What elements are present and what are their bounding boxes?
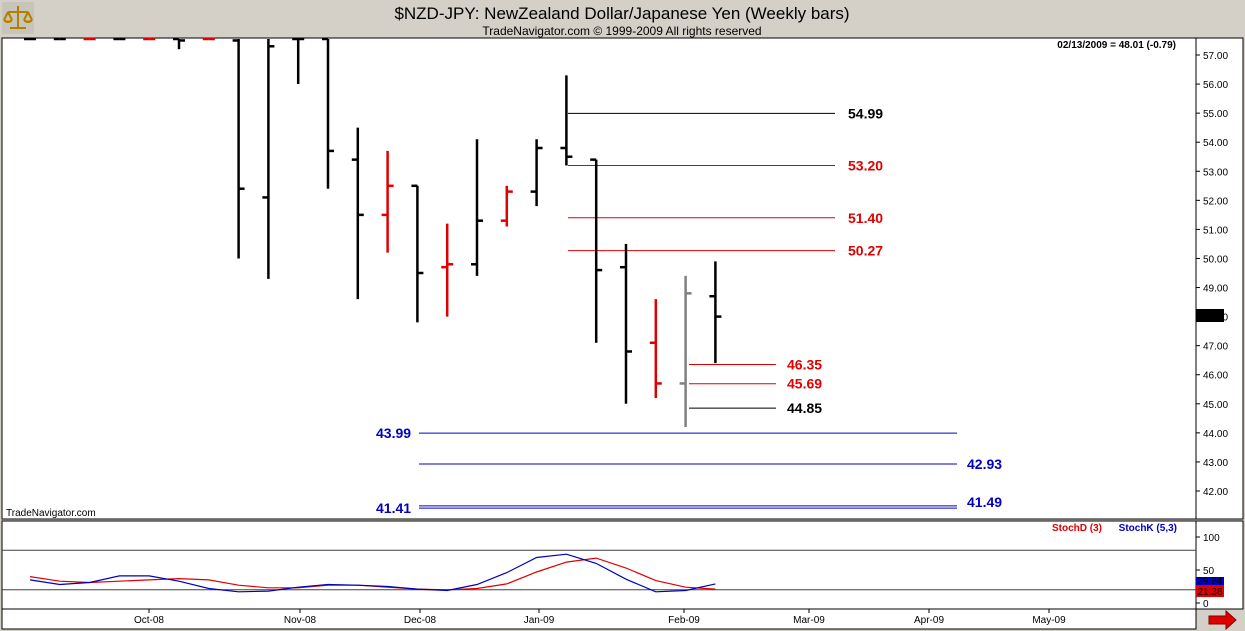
ohlc-bar [471,139,483,276]
stoch-thresholds [2,549,1196,591]
time-tick-label: Oct-08 [134,615,164,626]
level-line: 45.69 [689,376,822,392]
ohlc-bar [530,139,543,207]
right-arrow-icon[interactable] [1208,609,1237,631]
stoch-last-values: 29.34 21.36 [1196,576,1224,598]
ohlc-bar [411,184,424,323]
quote-readout: 02/13/2009 = 48.01 (-0.79) [1057,40,1176,51]
level-line: 42.93 [419,456,1002,472]
price-tick-label: 42.00 [1203,487,1228,498]
price-axis [1195,37,1244,520]
ohlc-bar [709,261,722,364]
ohlc-bar [441,223,454,317]
level-line: 44.85 [689,400,822,416]
ohlc-bar [560,75,573,166]
last-price-marker: 48.01 [1196,309,1224,322]
level-line: 50.27 [568,243,883,259]
level-line: 41.41 [376,500,957,516]
price-tick-label: 53.00 [1203,167,1228,178]
time-tick-label: Mar-09 [793,615,825,626]
stoch-tick-label: 0 [1203,599,1209,610]
price-tick-label: 44.00 [1203,429,1228,440]
price-tick-label: 45.00 [1203,400,1228,411]
stoch-series [29,553,716,593]
time-tick-label: Apr-09 [914,615,944,626]
ohlc-bar [173,37,185,50]
ohlc-bar [649,299,662,398]
ohlc-bar [620,243,632,404]
level-line: 46.35 [689,357,822,373]
ohlc-bar [351,127,364,300]
price-tick-label: 52.00 [1203,196,1228,207]
level-label: 45.69 [787,376,822,392]
level-line: 53.20 [568,157,883,173]
price-tick-label: 57.00 [1203,51,1228,62]
level-label: 54.99 [848,105,883,121]
level-label: 46.35 [787,357,822,373]
level-line: 41.49 [419,494,1002,510]
time-tick-label: Feb-09 [668,615,700,626]
ohlc-bar [292,37,305,85]
level-label: 43.99 [376,425,411,441]
ohlc-bar [500,185,513,227]
watermark-text: TradeNavigator.com [6,508,96,519]
ohlc-bar [232,39,245,259]
chart-title: $NZD-JPY: NewZealand Dollar/Japanese Yen… [394,4,849,23]
time-tick-label: Jan-09 [524,615,555,626]
price-tick-label: 50.00 [1203,254,1228,265]
stochk-legend: StochK (5,3) [1119,523,1177,534]
level-label: 41.41 [376,500,411,516]
time-tick-labels: Oct-08 Nov-08 Dec-08 Jan-09 Feb-09 Mar-09 Apr-… [134,609,1066,626]
last-price-label: 48.01 [1197,311,1222,322]
ohlc-bar [322,37,334,189]
price-tick-label: 56.00 [1203,80,1228,91]
ohlc-bar [262,39,275,279]
ohlc-bar [590,158,603,343]
level-label: 50.27 [848,243,883,259]
level-lines: 54.99 53.20 51.40 50.27 46.35 45.69 44.85 43.99… [376,105,1002,516]
level-label: 51.40 [848,210,883,226]
stoch-tick-label: 100 [1203,533,1220,544]
stoch-tick-label: 50 [1203,566,1215,577]
scales-icon[interactable] [2,2,34,34]
level-label: 53.20 [848,157,883,173]
time-axis [1,608,1197,630]
time-tick-label: May-09 [1032,615,1066,626]
level-label: 44.85 [787,400,822,416]
price-tick-label: 46.00 [1203,371,1228,382]
price-tick-label: 54.00 [1203,138,1228,149]
price-tick-label: 43.00 [1203,458,1228,469]
level-label: 42.93 [967,456,1002,472]
stochd-legend: StochD (3) [1052,523,1102,534]
price-tick-label: 49.00 [1203,284,1228,295]
level-label: 41.49 [967,494,1002,510]
ohlc-bar [679,275,692,428]
level-line: 43.99 [376,425,957,441]
price-tick-label: 51.00 [1203,225,1228,236]
ohlc-bar [381,150,394,253]
stochd-last-value: 21.36 [1197,587,1222,598]
stochk-last-value: 29.34 [1197,576,1222,587]
time-tick-label: Nov-08 [284,615,317,626]
copyright-text: TradeNavigator.com © 1999-2009 All right… [482,24,761,38]
level-line: 54.99 [568,105,883,121]
stoch-tick-labels: 100 50 0 [1196,533,1220,610]
time-tick-label: Dec-08 [404,615,437,626]
stoch-line-k [29,553,716,593]
price-tick-label: 55.00 [1203,109,1228,120]
level-line: 51.40 [568,210,883,226]
price-tick-label: 47.00 [1203,342,1228,353]
price-bars [24,37,722,428]
price-panel [1,37,1197,520]
